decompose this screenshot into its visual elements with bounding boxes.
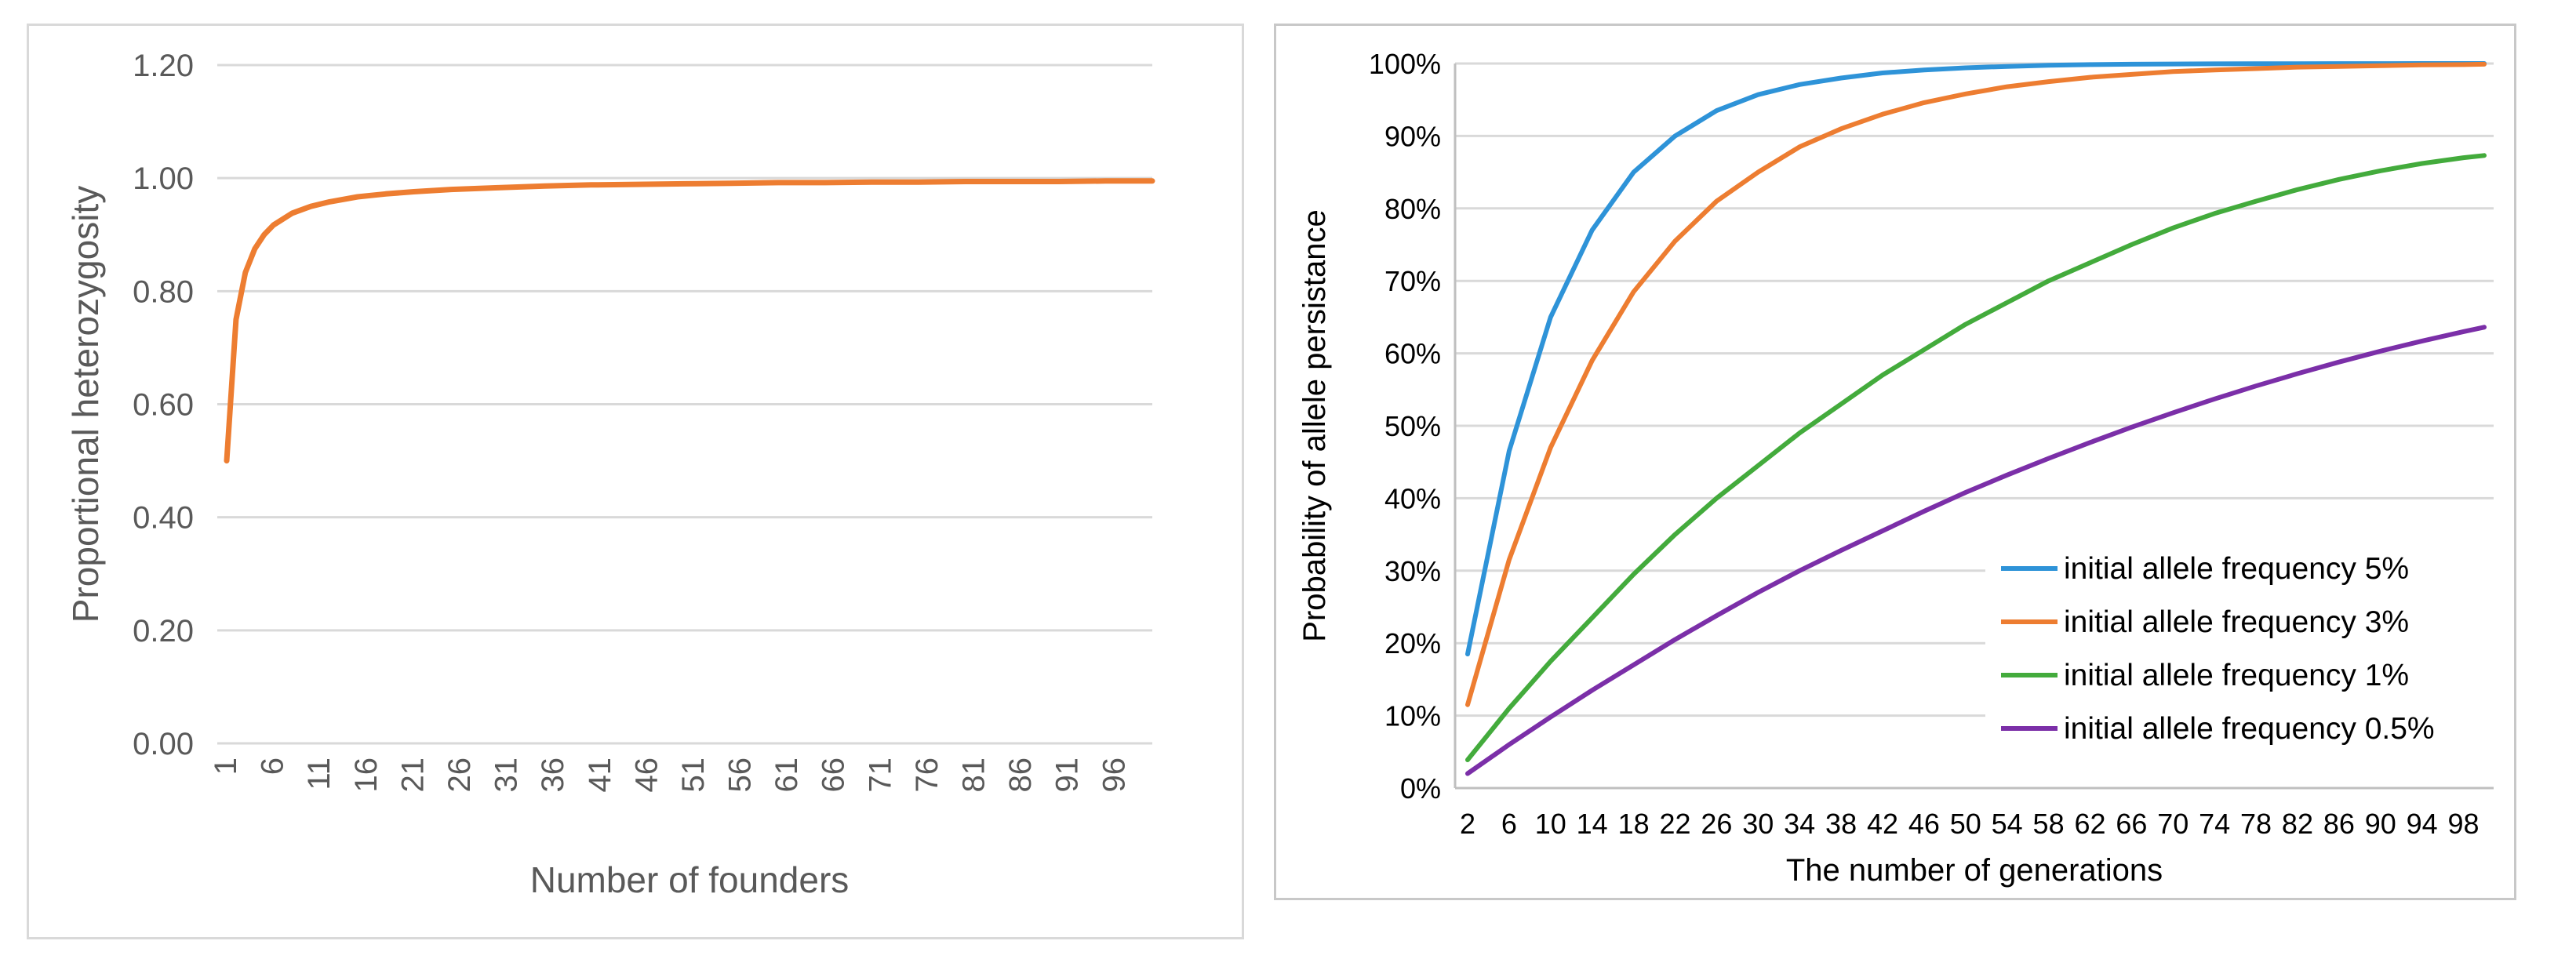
x-tick-label: 46 xyxy=(1908,808,1940,840)
legend-label-4: initial allele frequency 0.5% xyxy=(2064,712,2435,746)
y-tick-label: 0.00 xyxy=(133,727,194,761)
y-tick-label: 50% xyxy=(1384,410,1441,442)
x-tick-label: 74 xyxy=(2199,808,2230,840)
x-tick-label: 76 xyxy=(910,757,944,793)
x-tick-label: 82 xyxy=(2282,808,2313,840)
x-tick-label: 26 xyxy=(1701,808,1732,840)
x-tick-label: 6 xyxy=(1501,808,1517,840)
series-line-3 xyxy=(1465,153,2487,762)
x-tick-label: 46 xyxy=(629,757,664,793)
x-tick-label: 14 xyxy=(1577,808,1608,840)
heterozygosity-line xyxy=(224,178,1155,464)
x-tick-label: 42 xyxy=(1867,808,1898,840)
y-tick-label: 1.20 xyxy=(133,49,194,83)
y-tick-label: 0.20 xyxy=(133,614,194,648)
y-axis-title: Probability of allele persistance xyxy=(1297,209,1332,641)
chart-panel-allele-persistence: 0% 10% 20% 30% 40% 50% 60% 70% 80% 90% 100% 2 6 10 14 1… xyxy=(1274,24,2516,900)
y-tick-label: 0.40 xyxy=(133,501,194,536)
legend-label-3: initial allele frequency 1% xyxy=(2064,659,2409,692)
x-tick-label: 21 xyxy=(395,757,430,793)
x-tick-label: 66 xyxy=(2116,808,2147,840)
x-tick-label: 54 xyxy=(1992,808,2023,840)
x-tick-label: 22 xyxy=(1659,808,1690,840)
x-tick-label: 50 xyxy=(1950,808,1981,840)
x-tick-label: 11 xyxy=(302,757,337,790)
x-tick-label: 36 xyxy=(536,757,570,793)
x-tick-label: 62 xyxy=(2074,808,2105,840)
x-tick-label: 96 xyxy=(1097,757,1131,793)
x-tick-label: 70 xyxy=(2157,808,2189,840)
y-tick-label: 0.80 xyxy=(133,274,194,309)
chart-panel-heterozygosity: 0.00 0.20 0.40 0.60 0.80 1.00 1.20 1 6 11 16 21 26 31… xyxy=(27,24,1244,939)
x-tick-label: 98 xyxy=(2448,808,2480,840)
y-tick-label: 90% xyxy=(1384,120,1441,152)
x-tick-label: 10 xyxy=(1535,808,1566,840)
legend-label-1: initial allele frequency 5% xyxy=(2064,552,2409,586)
x-tick-label: 81 xyxy=(957,757,991,793)
y-tick-label: 30% xyxy=(1384,555,1441,587)
x-tick-label: 61 xyxy=(770,757,804,793)
series-line-2 xyxy=(1465,61,2487,707)
x-tick-label: 31 xyxy=(489,757,524,793)
x-tick-label: 71 xyxy=(863,757,897,793)
series-line-4 xyxy=(1465,325,2487,776)
x-tick-label: 1 xyxy=(209,757,243,775)
x-axis-title: The number of generations xyxy=(1786,853,2163,888)
series-line-1 xyxy=(1465,61,2487,657)
y-tick-label: 10% xyxy=(1384,700,1441,732)
x-tick-label: 86 xyxy=(1003,757,1038,793)
y-tick-label: 100% xyxy=(1369,48,1441,80)
x-tick-label: 94 xyxy=(2407,808,2438,840)
legend-label-2: initial allele frequency 3% xyxy=(2064,605,2409,639)
y-tick-label: 70% xyxy=(1384,265,1441,297)
x-tick-label: 41 xyxy=(583,757,617,793)
allele-persistence-chart: 0% 10% 20% 30% 40% 50% 60% 70% 80% 90% 100% 2 6 10 14 1… xyxy=(1297,48,2500,888)
x-tick-label: 91 xyxy=(1050,757,1085,793)
x-tick-label: 16 xyxy=(349,757,384,793)
x-tick-label: 34 xyxy=(1784,808,1815,840)
x-tick-label: 58 xyxy=(2033,808,2065,840)
x-tick-label: 56 xyxy=(723,757,758,793)
x-tick-label: 78 xyxy=(2240,808,2272,840)
y-tick-label: 20% xyxy=(1384,627,1441,659)
x-tick-label: 66 xyxy=(817,757,851,793)
x-tick-label: 6 xyxy=(256,757,290,775)
x-tick-label: 18 xyxy=(1618,808,1650,840)
y-tick-label: 40% xyxy=(1384,482,1441,514)
y-tick-label: 0.60 xyxy=(133,388,194,423)
y-axis-title: Proportional heterozygosity xyxy=(65,186,106,623)
x-tick-label: 38 xyxy=(1825,808,1857,840)
x-tick-label: 51 xyxy=(676,757,711,793)
y-tick-label: 60% xyxy=(1384,338,1441,370)
x-tick-label: 2 xyxy=(1460,808,1475,840)
y-tick-label: 80% xyxy=(1384,193,1441,225)
heterozygosity-chart: 0.000.200.400.600.801.001.201 6 11 16 21 26 31… xyxy=(65,49,1155,900)
y-tick-label: 0% xyxy=(1400,772,1441,805)
legend-background xyxy=(1985,534,2500,755)
x-axis-title: Number of founders xyxy=(530,859,850,900)
x-tick-label: 26 xyxy=(442,757,477,793)
x-tick-label: 86 xyxy=(2323,808,2355,840)
y-tick-label: 1.00 xyxy=(133,162,194,196)
x-tick-label: 90 xyxy=(2365,808,2396,840)
x-tick-label: 30 xyxy=(1742,808,1774,840)
